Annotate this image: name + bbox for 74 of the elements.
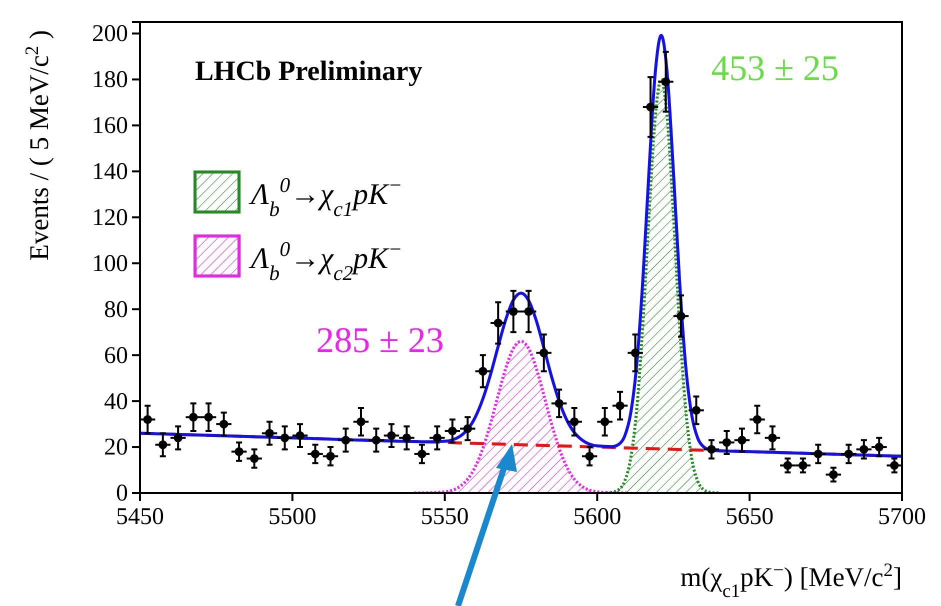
point bbox=[692, 406, 701, 415]
y-tick-label: 40 bbox=[104, 388, 128, 415]
point bbox=[752, 415, 762, 424]
point bbox=[860, 444, 868, 454]
point bbox=[402, 433, 412, 442]
point bbox=[890, 461, 899, 470]
x-tick-label: 5450 bbox=[116, 504, 164, 530]
point bbox=[188, 412, 198, 422]
point bbox=[418, 450, 426, 458]
point bbox=[738, 436, 746, 445]
y-tick-label: 100 bbox=[92, 250, 128, 277]
x-axis-title: m(χ$_{c1}$pK$^{−}$) [MeV/c$^{2}$] bbox=[680, 560, 902, 602]
point bbox=[524, 307, 533, 316]
annotation: LHCb Preliminary bbox=[195, 56, 422, 87]
legend-label: Λ$_{b}$$^{0}$→χ$_{c2}$pK$^{−}$ bbox=[248, 237, 402, 285]
point bbox=[463, 424, 472, 434]
point bbox=[768, 433, 777, 442]
point bbox=[707, 444, 716, 454]
point bbox=[234, 447, 244, 456]
point bbox=[616, 401, 624, 410]
y-tick-label: 80 bbox=[104, 296, 128, 323]
point bbox=[265, 428, 274, 438]
y-tick-label: 200 bbox=[92, 21, 128, 48]
point bbox=[585, 452, 594, 461]
point bbox=[509, 307, 518, 316]
x-tick-label: 5650 bbox=[726, 504, 774, 530]
point bbox=[158, 440, 168, 450]
y-tick-label: 160 bbox=[92, 113, 128, 140]
point bbox=[554, 399, 564, 408]
y-tick-label: 0 bbox=[116, 480, 128, 507]
point bbox=[432, 433, 442, 442]
point bbox=[722, 438, 732, 447]
point bbox=[676, 312, 686, 320]
point bbox=[600, 417, 610, 426]
y-tick-label: 20 bbox=[104, 434, 128, 461]
point bbox=[630, 348, 640, 358]
point bbox=[219, 420, 228, 428]
point bbox=[341, 436, 350, 445]
y-tick-label: 60 bbox=[104, 342, 128, 369]
annotation: 285 ± 23 bbox=[316, 320, 444, 360]
point bbox=[494, 318, 503, 328]
point bbox=[783, 461, 792, 470]
point bbox=[814, 450, 823, 458]
point bbox=[310, 450, 320, 458]
point bbox=[798, 461, 808, 470]
point bbox=[250, 454, 259, 463]
point bbox=[174, 433, 182, 442]
point bbox=[646, 102, 655, 112]
x-tick-label: 5500 bbox=[268, 504, 316, 530]
point bbox=[448, 426, 457, 436]
point bbox=[387, 431, 396, 440]
point bbox=[356, 417, 366, 426]
x-tick-label: 5600 bbox=[573, 504, 622, 530]
x-tick-label: 5550 bbox=[420, 504, 469, 530]
point bbox=[844, 450, 854, 458]
point bbox=[143, 415, 152, 424]
x-tick-label: 5700 bbox=[878, 504, 926, 530]
point bbox=[661, 77, 670, 86]
point bbox=[539, 348, 548, 358]
annotation: 453 ± 25 bbox=[711, 48, 839, 88]
point bbox=[296, 431, 304, 440]
y-tick-label: 120 bbox=[92, 204, 128, 231]
point bbox=[280, 433, 290, 442]
legend-label: Λ$_{b}$$^{0}$→χ$_{c1}$pK$^{−}$ bbox=[248, 173, 402, 221]
y-tick-label: 180 bbox=[92, 67, 128, 94]
point bbox=[372, 436, 381, 445]
point bbox=[478, 366, 488, 376]
point bbox=[874, 442, 884, 452]
point bbox=[570, 417, 579, 426]
point bbox=[204, 412, 213, 422]
point bbox=[326, 452, 335, 461]
line-series bbox=[140, 34, 902, 458]
point bbox=[829, 470, 838, 479]
y-tick-label: 140 bbox=[92, 159, 128, 186]
